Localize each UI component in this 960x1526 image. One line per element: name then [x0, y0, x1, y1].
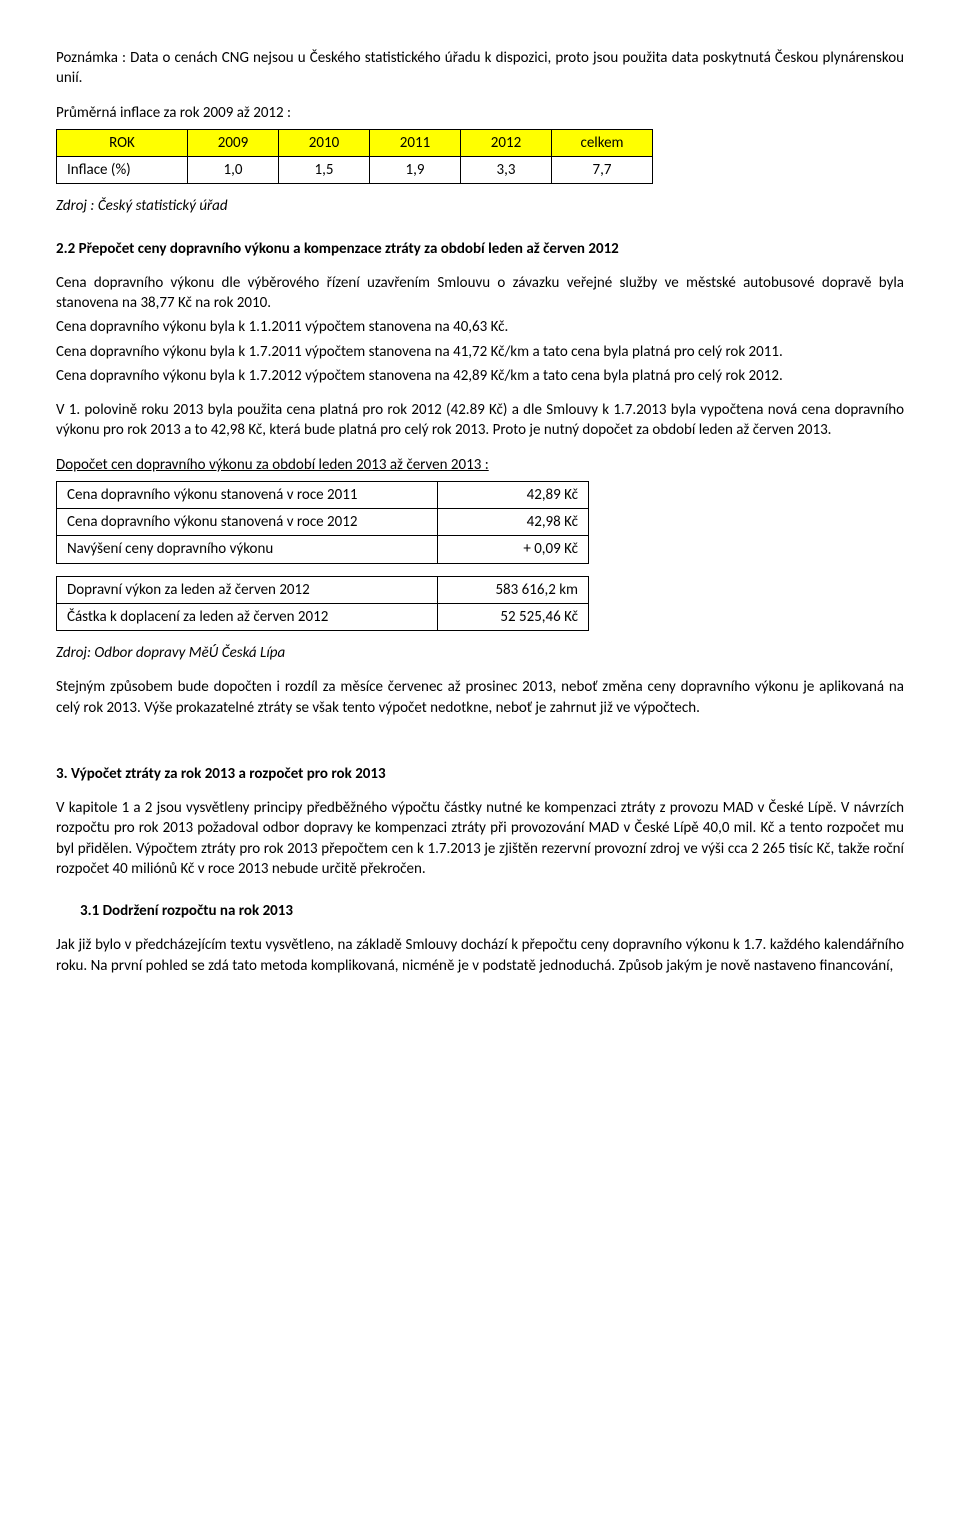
table-row-label: Navýšení ceny dopravního výkonu	[57, 536, 438, 563]
note-paragraph: Poznámka : Data o cenách CNG nejsou u Če…	[56, 48, 904, 89]
inflation-header-cell: 2009	[188, 129, 279, 156]
section-2-2-title: 2.2 Přepočet ceny dopravního výkonu a ko…	[56, 239, 904, 259]
table-row-value: 583 616,2 km	[438, 576, 589, 603]
section-3-title: 3. Výpočet ztráty za rok 2013 a rozpočet…	[56, 764, 904, 784]
table-row-label: Cena dopravního výkonu stanovená v roce …	[57, 509, 438, 536]
table-row-label: Částka k doplacení za leden až červen 20…	[57, 603, 438, 630]
inflation-row-label: Inflace (%)	[57, 157, 188, 184]
inflation-header-cell: celkem	[552, 129, 653, 156]
km-table: Dopravní výkon za leden až červen 201258…	[56, 576, 589, 632]
section-2-2-p2: V 1. polovině roku 2013 byla použita cen…	[56, 400, 904, 441]
inflation-header-cell: 2011	[370, 129, 461, 156]
section-3-1-p1: Jak již bylo v předcházejícím textu vysv…	[56, 935, 904, 976]
inflation-value-cell: 1,5	[279, 157, 370, 184]
table-row-label: Dopravní výkon za leden až červen 2012	[57, 576, 438, 603]
table-row-value: 42,98 Kč	[438, 509, 589, 536]
inflation-source: Zdroj : Český statistický úřad	[56, 196, 904, 216]
inflation-value-cell: 1,9	[370, 157, 461, 184]
section-2-2-line1: Cena dopravního výkonu byla k 1.1.2011 v…	[56, 317, 904, 337]
table-row-value: 52 525,46 Kč	[438, 603, 589, 630]
dopocet-title: Dopočet cen dopravního výkonu za období …	[56, 455, 904, 475]
inflation-value-cell: 7,7	[552, 157, 653, 184]
km-source: Zdroj: Odbor dopravy MěÚ Česká Lípa	[56, 643, 904, 663]
section-2-2-line3: Cena dopravního výkonu byla k 1.7.2012 v…	[56, 366, 904, 386]
table-row-label: Cena dopravního výkonu stanovená v roce …	[57, 481, 438, 508]
section-3-1-title: 3.1 Dodržení rozpočtu na rok 2013	[80, 901, 904, 921]
inflation-header-cell: 2010	[279, 129, 370, 156]
inflation-value-cell: 1,0	[188, 157, 279, 184]
table-row-value: + 0,09 Kč	[438, 536, 589, 563]
inflation-intro: Průměrná inflace za rok 2009 až 2012 :	[56, 103, 904, 123]
section-3-p1: V kapitole 1 a 2 jsou vysvětleny princip…	[56, 798, 904, 879]
inflation-table: ROK2009201020112012celkemInflace (%)1,01…	[56, 129, 653, 185]
inflation-header-cell: 2012	[461, 129, 552, 156]
table-row-value: 42,89 Kč	[438, 481, 589, 508]
section-2-2-p1: Cena dopravního výkonu dle výběrového ří…	[56, 273, 904, 314]
inflation-header-cell: ROK	[57, 129, 188, 156]
inflation-value-cell: 3,3	[461, 157, 552, 184]
section-2-2-line2: Cena dopravního výkonu byla k 1.7.2011 v…	[56, 342, 904, 362]
same-method-paragraph: Stejným způsobem bude dopočten i rozdíl …	[56, 677, 904, 718]
price-table: Cena dopravního výkonu stanovená v roce …	[56, 481, 589, 564]
